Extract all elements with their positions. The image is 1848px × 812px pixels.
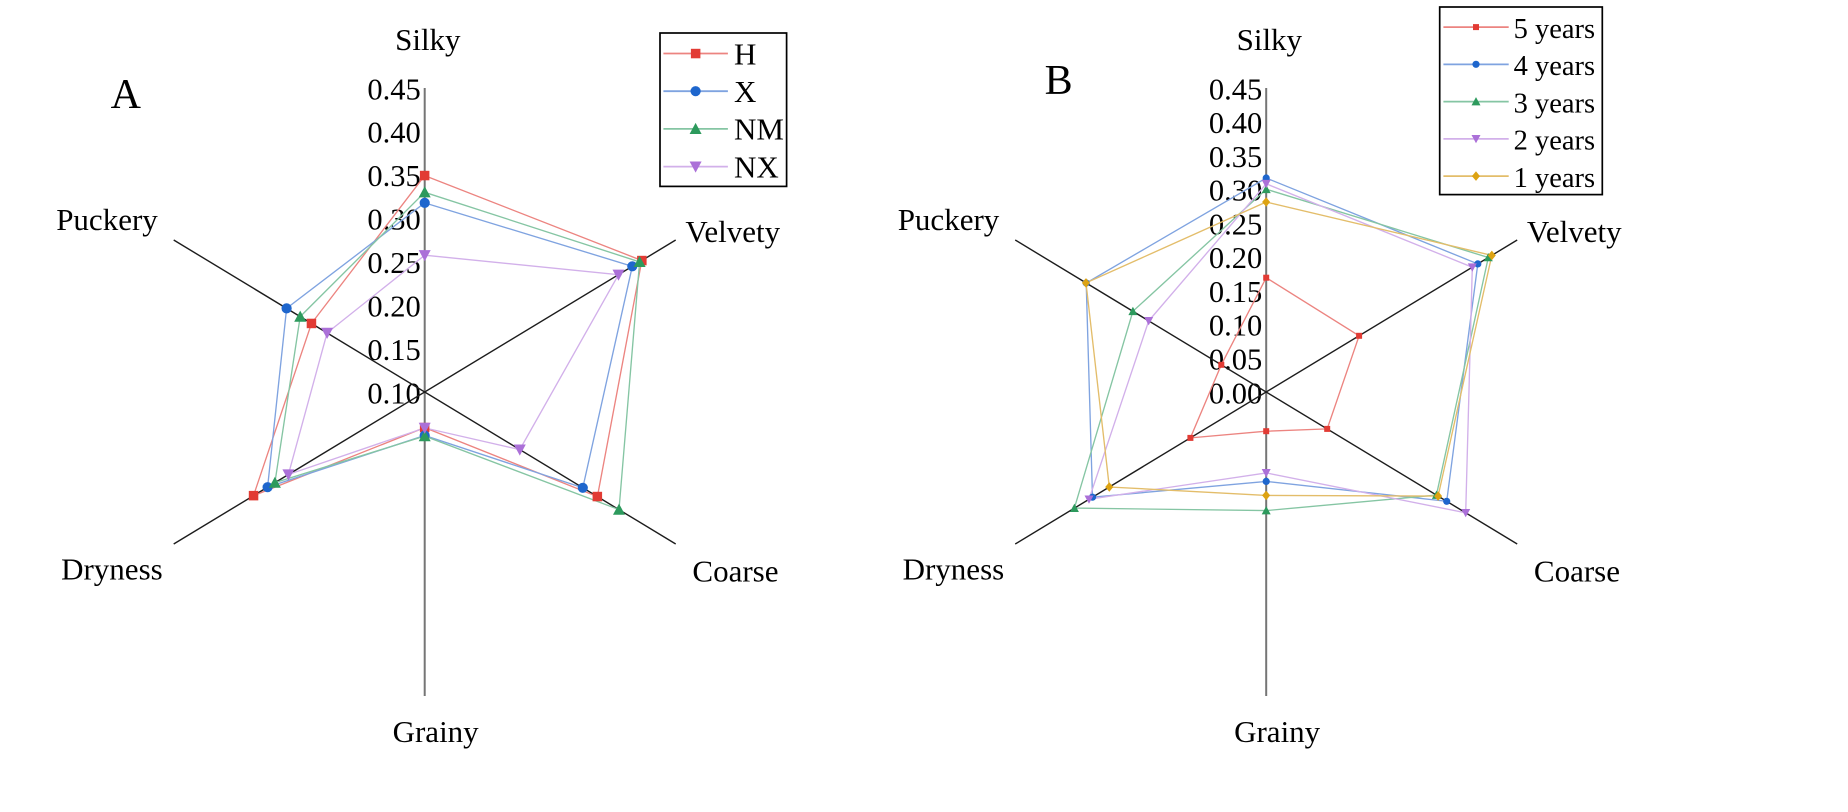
svg-text:0.00: 0.00 (1209, 376, 1262, 410)
svg-text:Dryness: Dryness (903, 552, 1005, 587)
svg-text:Silky: Silky (395, 22, 461, 57)
svg-text:0.30: 0.30 (367, 203, 420, 237)
svg-text:0.35: 0.35 (367, 159, 420, 193)
svg-text:0.45: 0.45 (1209, 72, 1262, 106)
svg-text:Dryness: Dryness (61, 552, 163, 587)
svg-text:5 years: 5 years (1514, 14, 1596, 45)
svg-text:0.40: 0.40 (367, 116, 420, 150)
svg-text:1 years: 1 years (1514, 163, 1596, 194)
svg-text:Coarse: Coarse (1534, 553, 1620, 588)
svg-text:Velvety: Velvety (1527, 214, 1622, 249)
svg-text:X: X (734, 74, 756, 109)
svg-text:Coarse: Coarse (692, 553, 778, 588)
svg-text:4 years: 4 years (1514, 51, 1596, 82)
svg-text:0.05: 0.05 (1209, 343, 1262, 377)
svg-text:Silky: Silky (1237, 22, 1303, 57)
svg-text:B: B (1045, 58, 1073, 104)
svg-text:0.15: 0.15 (1209, 275, 1262, 309)
svg-text:0.20: 0.20 (367, 289, 420, 323)
svg-text:Grainy: Grainy (1234, 714, 1321, 749)
svg-text:3 years: 3 years (1514, 88, 1596, 119)
svg-text:Velvety: Velvety (685, 214, 780, 249)
svg-text:A: A (111, 72, 142, 118)
svg-text:NX: NX (734, 149, 779, 184)
svg-text:H: H (734, 36, 756, 71)
svg-text:Puckery: Puckery (898, 202, 1000, 237)
svg-text:0.30: 0.30 (1209, 174, 1262, 208)
svg-text:2 years: 2 years (1514, 126, 1596, 157)
svg-text:Grainy: Grainy (393, 714, 480, 749)
svg-text:0.10: 0.10 (367, 376, 420, 410)
svg-text:0.35: 0.35 (1209, 140, 1262, 174)
svg-text:0.45: 0.45 (367, 72, 420, 106)
svg-text:0.25: 0.25 (367, 246, 420, 280)
svg-text:0.20: 0.20 (1209, 241, 1262, 275)
svg-text:Puckery: Puckery (56, 202, 158, 237)
svg-text:NM: NM (734, 112, 784, 147)
svg-text:0.40: 0.40 (1209, 106, 1262, 140)
svg-text:0.15: 0.15 (367, 333, 420, 367)
